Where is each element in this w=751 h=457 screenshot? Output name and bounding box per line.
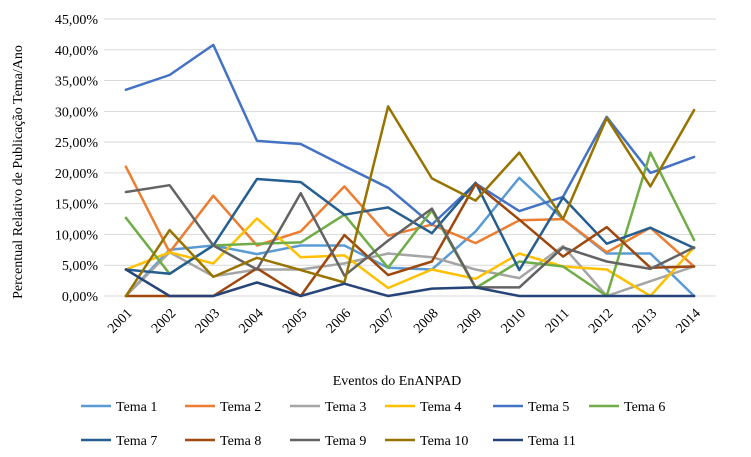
legend-label: Tema 10 [420,434,468,449]
x-tick-label: 2003 [193,306,223,336]
x-tick-label: 2002 [149,306,179,336]
x-tick-label: 2006 [324,306,354,336]
legend-item-3: Tema 3 [290,400,366,415]
legend-item-8: Tema 8 [185,434,261,449]
y-tick-label: 20,00% [55,167,99,182]
x-tick-label: 2001 [105,306,135,336]
legend-item-2: Tema 2 [185,400,261,415]
legend-label: Tema 3 [325,400,366,415]
y-tick-label: 45,00% [55,13,99,28]
x-tick-label: 2009 [455,306,485,336]
y-tick-label: 0,00% [62,290,99,305]
legend-item-10: Tema 10 [385,434,468,449]
legend-label: Tema 7 [116,434,157,449]
x-tick-label: 2008 [411,306,441,336]
legend-label: Tema 9 [325,434,366,449]
y-tick-label: 25,00% [55,136,99,151]
y-tick-label: 40,00% [55,44,99,59]
series-line-4 [124,217,696,298]
x-tick-label: 2011 [543,306,573,336]
legend-item-5: Tema 5 [493,400,569,415]
series-line-2 [124,165,696,268]
x-tick-label: 2010 [499,306,529,336]
y-axis-ticks: 0,00% 5,00% 10,00% 15,00% 20,00% 25,00% 30,00%… [55,13,99,305]
y-tick-label: 30,00% [55,105,99,120]
legend-item-7: Tema 7 [81,434,157,449]
x-tick-label: 2014 [673,306,703,336]
series-line-11 [124,268,696,298]
series-line-5 [124,43,696,226]
x-axis-title: Eventos do EnANPAD [333,374,462,389]
x-tick-label: 2004 [236,306,266,336]
y-tick-label: 35,00% [55,75,99,90]
legend-item-9: Tema 9 [290,434,366,449]
y-tick-label: 15,00% [55,198,99,213]
legend-item-11: Tema 11 [493,434,576,449]
legend-label: Tema 5 [528,400,569,415]
legend-label: Tema 11 [528,434,576,449]
y-axis-title: Percentual Relativo de Publicação Tema/A… [11,45,26,299]
legend-item-6: Tema 6 [589,400,665,415]
series-line-10 [124,105,696,298]
legend-label: Tema 4 [420,400,461,415]
legend-item-1: Tema 1 [81,400,157,415]
legend-label: Tema 6 [624,400,665,415]
legend-label: Tema 8 [220,434,261,449]
x-tick-label: 2012 [586,306,616,336]
legend-label: Tema 2 [220,400,261,415]
series-line-3 [124,244,696,298]
legend-item-4: Tema 4 [385,400,461,415]
x-tick-label: 2005 [280,306,310,336]
series-line-7 [124,177,696,276]
x-axis-ticks: 2001 2002 2003 2004 2005 2006 2007 2008 2009 2010… [105,306,704,336]
y-tick-label: 10,00% [55,228,99,243]
series-line-9 [124,183,696,289]
x-tick-label: 2013 [630,306,660,336]
x-tick-label: 2007 [367,306,397,336]
series-line-8 [124,182,696,298]
series-lines [124,43,696,298]
series-line-6 [124,151,696,298]
legend: Tema 1 Tema 2 Tema 3 Tema 4 Tema 5 Tema 6 Tema… [81,400,665,449]
y-tick-label: 5,00% [62,259,99,274]
legend-label: Tema 1 [116,400,157,415]
